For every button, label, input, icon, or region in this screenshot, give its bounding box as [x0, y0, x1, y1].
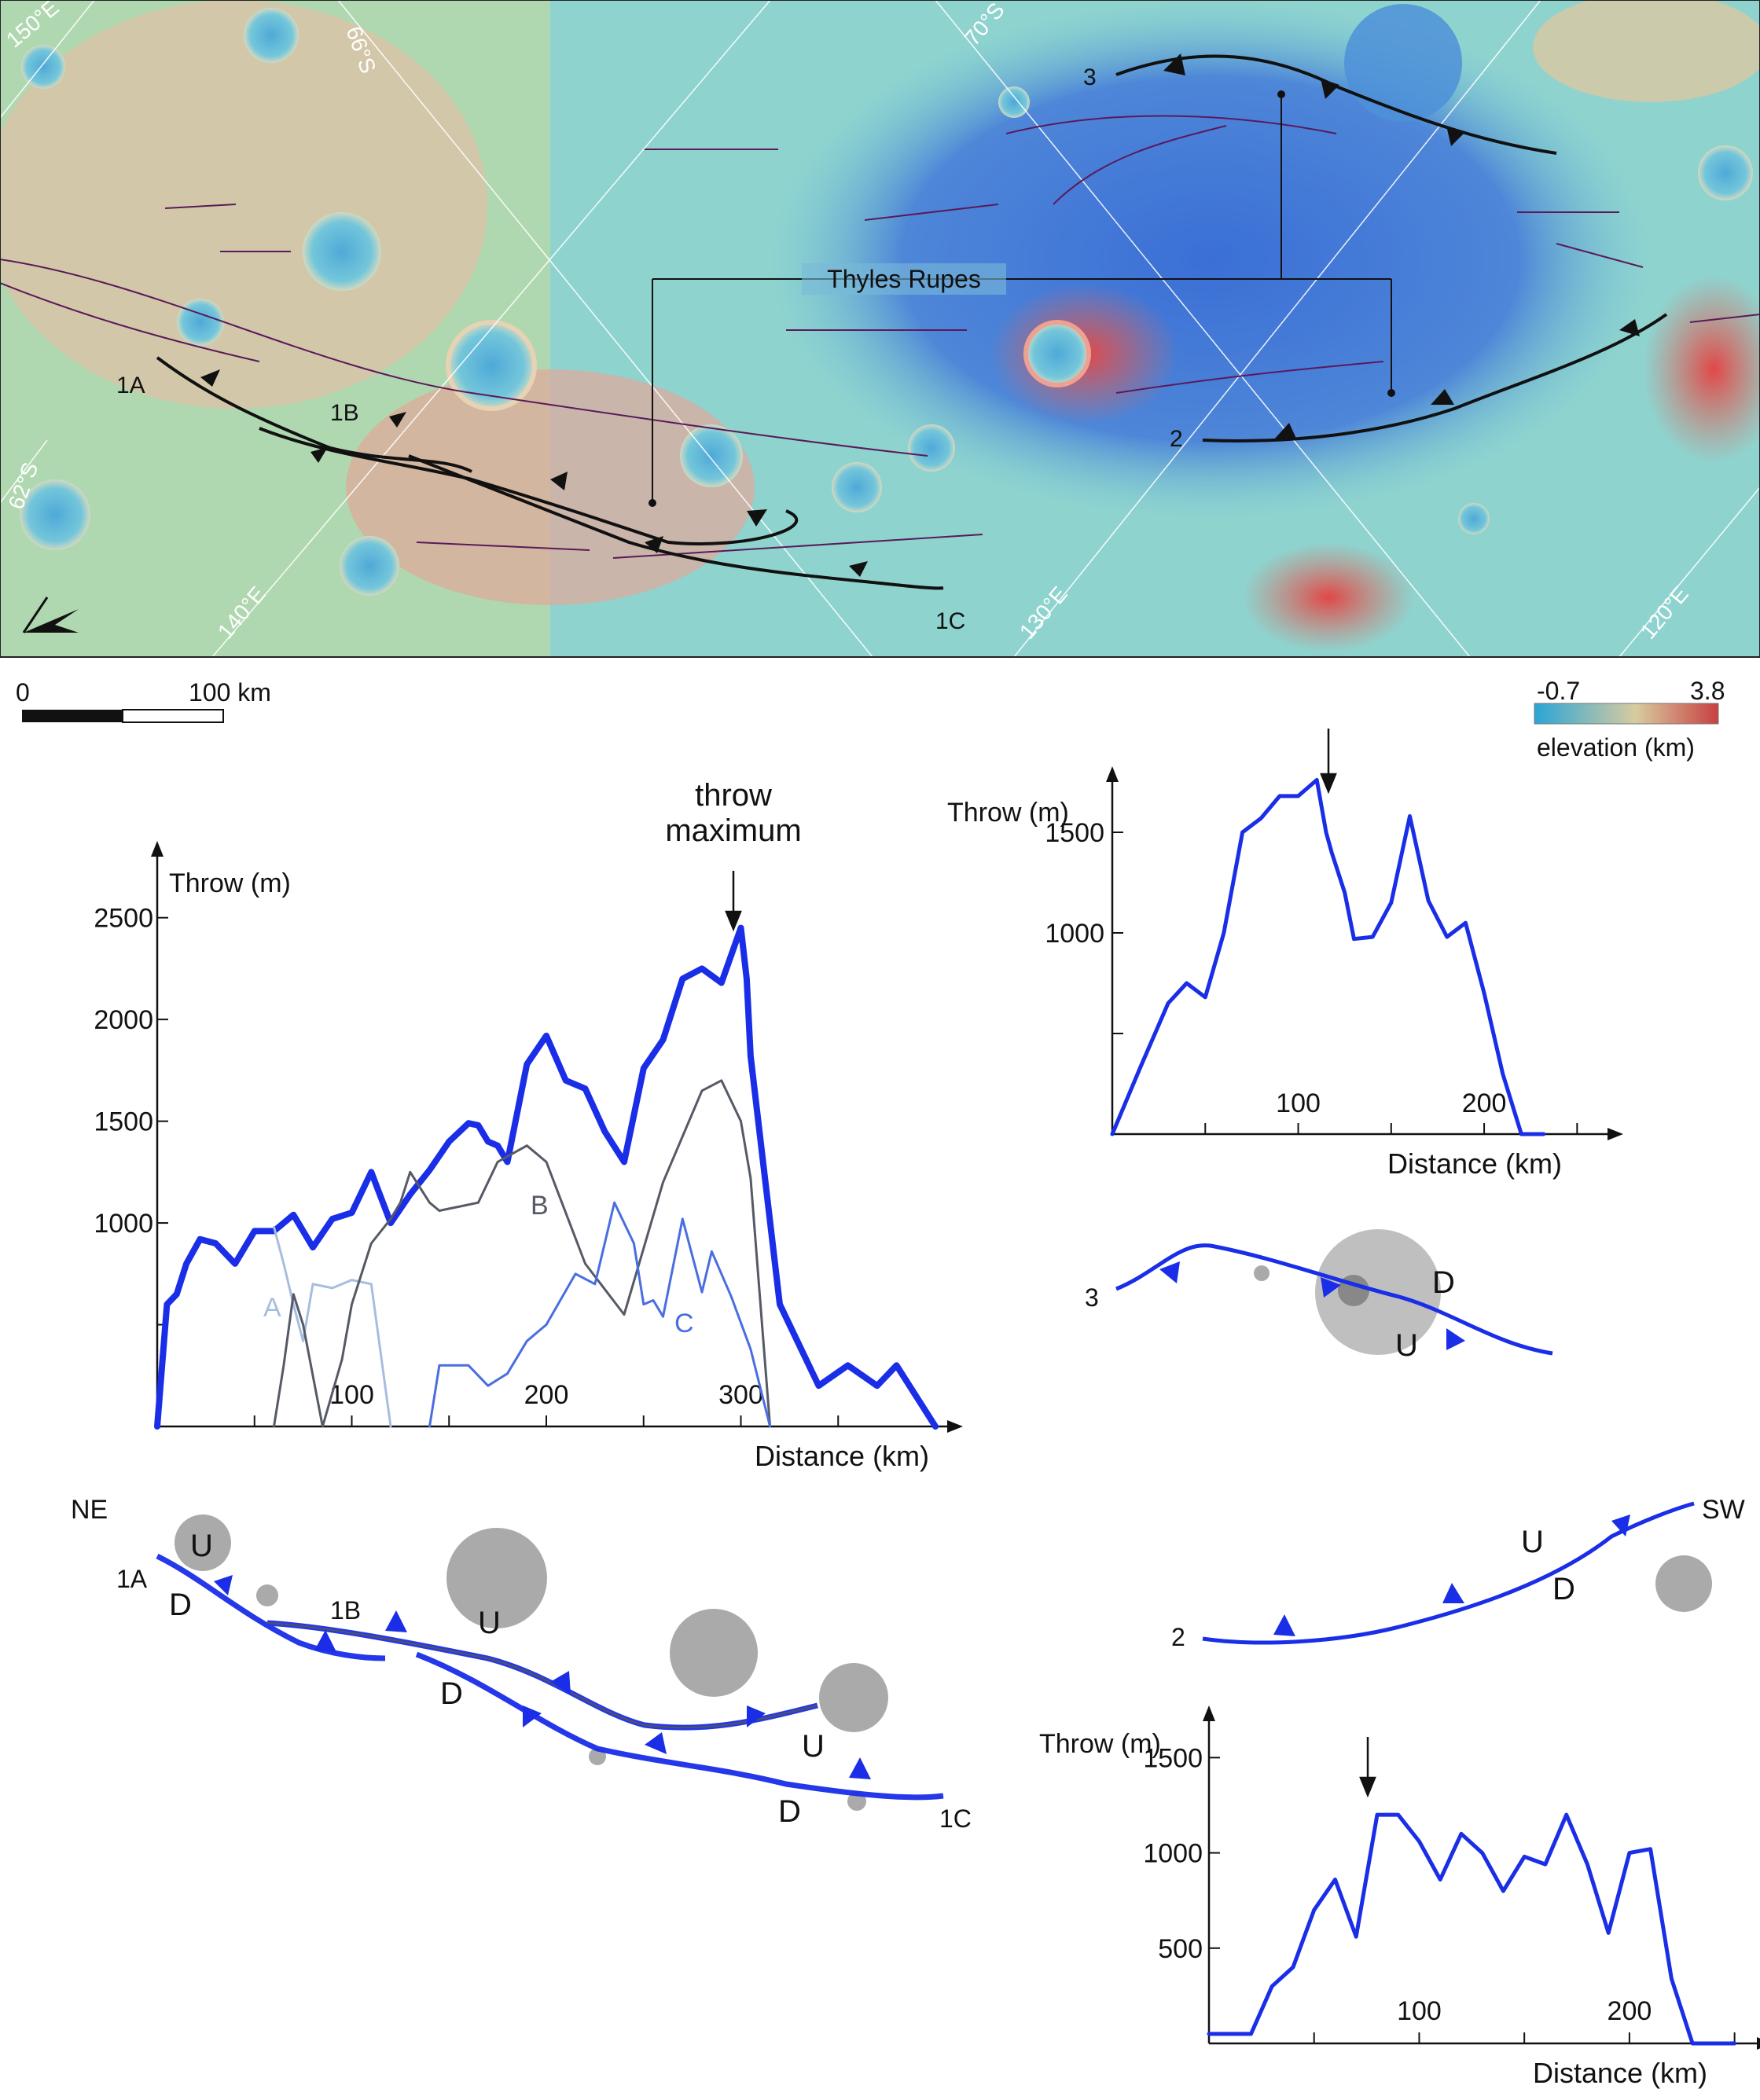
x-tick-label: 100 [1276, 1089, 1321, 1118]
y-tick-label: 1000 [94, 1209, 153, 1239]
schematic-u-1c: U [802, 1729, 825, 1764]
major-fault-traces [156, 54, 1668, 590]
schematic-sw: SW [1702, 1495, 1745, 1525]
x-tick-label: 200 [1608, 1996, 1652, 2026]
y-tick-label: 2000 [94, 1005, 153, 1035]
series-label: C [674, 1309, 694, 1338]
colorbar-max: 3.8 [1690, 677, 1725, 705]
x-tick-label: 300 [718, 1380, 763, 1410]
y-tick-label: 1000 [1143, 1839, 1203, 1869]
schematic-fault-1: NE 1A 1B 1C U D U D U D [71, 1495, 972, 1833]
x-tick-label: 200 [524, 1380, 569, 1410]
x-axis-label: Distance (km) [1533, 2057, 1707, 2089]
series-line-B [273, 1079, 772, 1428]
schematic-d-1b: D [440, 1676, 463, 1711]
y-tick-label: 2500 [94, 904, 153, 934]
thyles-leader-lines [649, 90, 1395, 507]
x-tick-label: 100 [329, 1380, 374, 1410]
y-tick-label: 500 [1158, 1934, 1203, 1964]
x-axis-label: Distance (km) [1387, 1147, 1562, 1180]
north-arrow-icon [22, 597, 79, 633]
scale-end: 100 km [189, 678, 271, 707]
schematic-fault-3: 3 D U [1085, 1229, 1553, 1363]
fault-label: 2 [1170, 426, 1183, 452]
schematic-ne: NE [71, 1495, 108, 1525]
schematic-u-3: U [1395, 1328, 1418, 1363]
y-axis-label: Throw (m) [169, 868, 291, 898]
schematic-fault-2: 2 SW U D [1171, 1495, 1745, 1651]
series-label: B [531, 1191, 549, 1221]
colorbar-min: -0.7 [1537, 677, 1580, 705]
schematic-u-2: U [1521, 1525, 1544, 1559]
y-tick-label: 1500 [94, 1107, 153, 1137]
schematic-trace-3: 3 [1085, 1283, 1099, 1312]
schematic-d-1c: D [778, 1794, 801, 1829]
series-line-0 [1110, 777, 1546, 1136]
schematic-trace-2: 2 [1171, 1623, 1185, 1651]
schematic-trace-1b: 1B [330, 1596, 361, 1625]
fault-label: 1A [116, 373, 145, 398]
throw-maximum-arrow [725, 729, 1376, 1798]
y-axis-arrow [1203, 1705, 1215, 1721]
schematic-d-1a: D [169, 1588, 192, 1622]
y-tick-label: 1500 [1045, 818, 1104, 848]
fault-teeth [200, 53, 1640, 577]
scale-zero: 0 [16, 678, 30, 707]
y-axis-arrow [1106, 766, 1119, 782]
colorbar-label: elevation (km) [1537, 733, 1695, 762]
scale-bar: 0 100 km [16, 678, 271, 723]
x-axis-arrow [947, 1420, 963, 1433]
x-axis-arrow [1757, 2037, 1760, 2050]
fault-label: 3 [1083, 64, 1097, 90]
thyles-rupes-label: Thyles Rupes [827, 265, 981, 293]
crater-group [20, 4, 1753, 596]
chart-profile-1: 100 200 300 1000 1500 2000 2500 Throw (m) Distan… [94, 841, 963, 1472]
series-line-0 [1207, 1812, 1737, 2046]
y-tick-label: 1000 [1045, 919, 1104, 949]
fault-label: 1C [935, 608, 965, 634]
y-axis-arrow [151, 841, 164, 857]
y-axis-label: Throw (m) [947, 798, 1069, 828]
fault-labels: 1A 1B 1C 2 3 [116, 64, 1183, 634]
series-label: A [263, 1293, 281, 1323]
y-tick-label: 1500 [1143, 1743, 1203, 1773]
x-axis-label: Distance (km) [755, 1440, 929, 1472]
schematic-u-1b: U [478, 1606, 501, 1640]
fault-label: 1B [330, 400, 359, 426]
x-tick-label: 200 [1462, 1089, 1507, 1118]
throw-maximum-annotation: throw maximum [665, 778, 801, 848]
schematic-trace-1a: 1A [116, 1565, 148, 1593]
elevation-colorbar: -0.7 3.8 elevation (km) [1534, 677, 1725, 762]
y-axis-label: Throw (m) [1039, 1729, 1161, 1759]
series-line-0 [154, 924, 939, 1430]
schematic-d-3: D [1432, 1265, 1455, 1300]
x-tick-label: 100 [1397, 1996, 1442, 2026]
x-axis-arrow [1608, 1128, 1623, 1140]
schematic-trace-1c: 1C [939, 1804, 972, 1833]
schematic-d-2: D [1552, 1572, 1575, 1606]
schematic-u-1a: U [190, 1529, 213, 1563]
